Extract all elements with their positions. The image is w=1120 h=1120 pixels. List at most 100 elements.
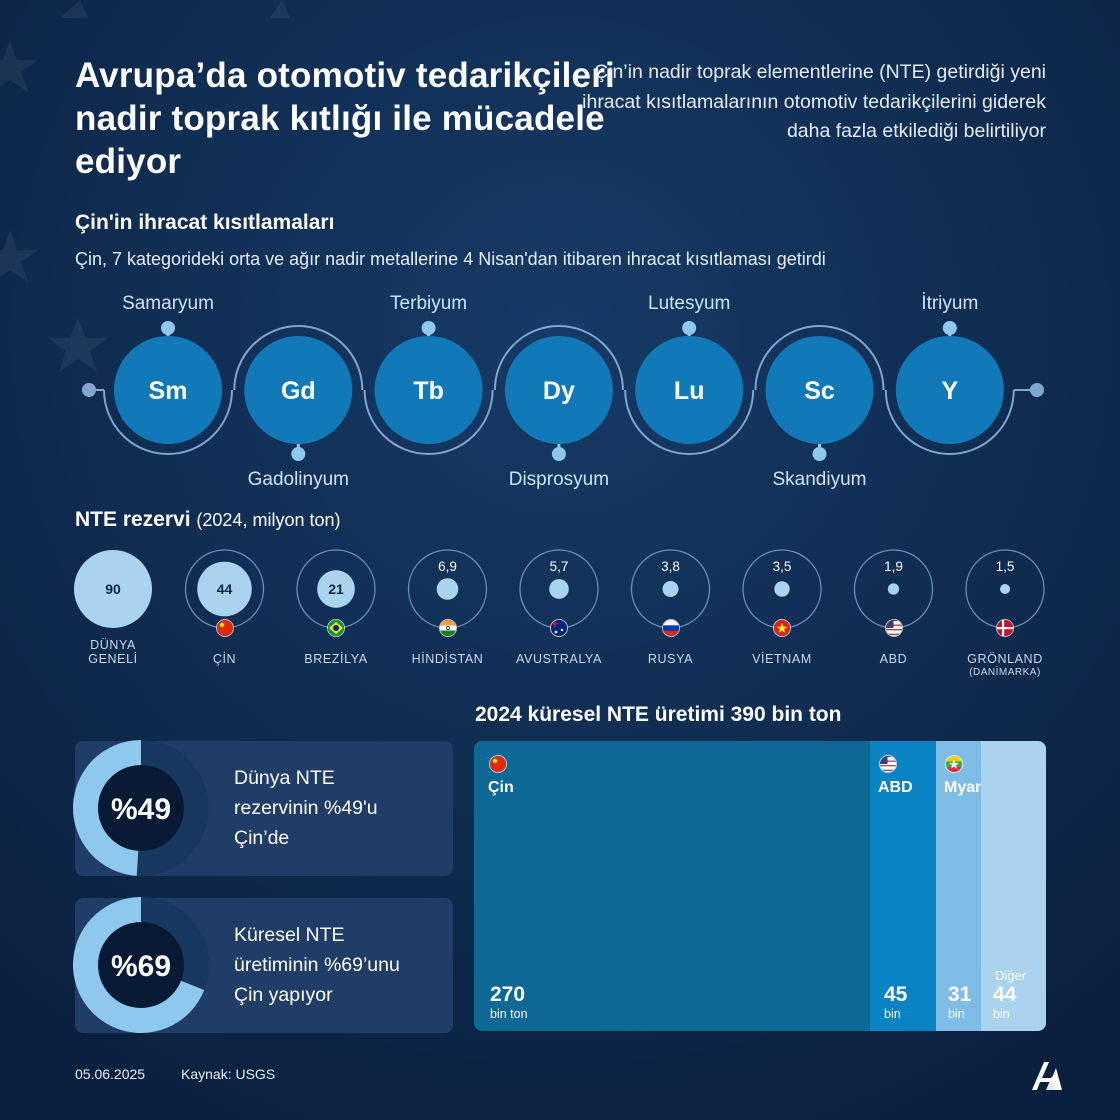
star-icon — [0, 230, 38, 282]
element-circle-y — [895, 336, 1004, 444]
pin-dot — [291, 447, 306, 461]
track-arc — [493, 325, 624, 391]
reserve-bubble — [436, 578, 459, 600]
russia-flag — [661, 619, 680, 637]
segment-name: Çin — [488, 779, 514, 796]
pin-dot — [551, 447, 566, 461]
china-flag — [489, 755, 507, 773]
element-name-dy: Disprosyum — [508, 469, 610, 490]
element-circle-tb — [374, 336, 483, 444]
element-symbol-gd: Gd — [281, 377, 316, 405]
segment-unit: bin ton — [490, 1007, 528, 1021]
reserves-heading-label: NTE rezervi — [75, 508, 191, 531]
element-name-lu: Lutesyum — [648, 293, 731, 314]
reserves-heading: NTE rezervi (2024, milyon ton) — [75, 508, 340, 532]
donut-hole — [98, 922, 184, 1008]
reserves-chart: 90 44 21 6,9 5,7 3,8 3,5 1,9 1,5 — [74, 549, 1045, 629]
vietnam-flag-icon — [774, 620, 790, 636]
reserve-value: 3,8 — [661, 559, 680, 574]
pin-dot — [682, 321, 697, 335]
production-chart-title: 2024 küresel NTE üretimi 390 bin ton — [475, 703, 842, 726]
reserve-bubble — [662, 580, 679, 598]
usa-flag — [879, 755, 897, 773]
pin-dot — [161, 321, 175, 335]
brazil-flag-icon — [328, 620, 344, 636]
reserve-label: GRÖNLAND — [967, 652, 1043, 666]
reserve-bubble — [317, 570, 355, 608]
india-flag — [438, 619, 457, 637]
russia-flag-icon — [662, 620, 679, 636]
star-icon — [0, 40, 38, 92]
denmark-flag — [996, 619, 1014, 637]
china-flag-icon — [490, 756, 506, 772]
donut-label: %69 — [111, 950, 171, 983]
track-arc — [624, 389, 755, 455]
stat-text-line: Çin yapıyor — [234, 984, 333, 1006]
stat-text-line: Çin’de — [234, 827, 290, 849]
aa-logo — [1028, 1058, 1066, 1092]
element-symbol-sc: Sc — [804, 377, 835, 405]
track-arc — [103, 389, 233, 455]
reserve-note: (DANİMARKA) — [969, 667, 1041, 678]
vietnam-flag — [773, 619, 791, 637]
element-circle-gd — [244, 336, 353, 444]
element-symbol-lu: Lu — [674, 377, 705, 405]
element-name-y: İtriyum — [921, 293, 979, 314]
production-segment-usa: ABD 45 bin — [870, 741, 936, 1031]
brazil-flag — [327, 619, 345, 637]
aa-logo-icon — [1032, 1062, 1062, 1090]
track-end-dot — [1030, 383, 1044, 397]
segment-value: 270 — [490, 983, 526, 1006]
restrictions-subheading: Çin, 7 kategorideki orta ve ağır nadir m… — [75, 249, 826, 269]
restricted-elements-diagram: Sm Gd Tb Dy Lu Sc Y — [82, 321, 1044, 461]
donut-label: %49 — [111, 793, 171, 826]
donut-hole — [98, 765, 184, 851]
segment-unit: bin — [993, 1007, 1010, 1021]
production-segment-other: Diğer 44 bin — [981, 741, 1046, 1031]
pin-dot — [812, 447, 827, 461]
stat-text-line: üretiminin %69’unu — [234, 954, 400, 976]
pin-dot — [421, 321, 436, 335]
track-end-dot — [82, 383, 96, 397]
page-title: Avrupa’da otomotiv tedarikçileri nadir t… — [75, 56, 615, 181]
stat-text-line: Dünya NTE — [234, 767, 335, 789]
india-flag-icon — [439, 620, 456, 636]
usa-flag-icon — [885, 620, 902, 636]
element-circle-dy — [504, 336, 613, 444]
australia-flag — [550, 619, 568, 637]
reserves-unit: (2024, milyon ton) — [196, 510, 341, 530]
star-icon — [270, 0, 290, 18]
element-symbol-sm: Sm — [149, 377, 188, 405]
element-name-tb: Terbiyum — [390, 293, 468, 314]
pin-dot — [942, 321, 957, 335]
star-icon — [60, 0, 88, 18]
track-arc — [884, 389, 1015, 455]
track-arc — [363, 389, 494, 455]
reserve-label: RUSYA — [647, 652, 694, 666]
china-flag-icon — [216, 620, 233, 636]
track-arc — [233, 325, 364, 391]
production-segment-china: Çin 270 bin ton — [474, 741, 870, 1031]
reserve-value: 3,5 — [773, 559, 792, 574]
segment-value: 45 — [884, 983, 908, 1006]
element-name-sc: Skandiyum — [772, 469, 867, 490]
myanmar-flag-icon — [946, 756, 962, 772]
reserve-label: VİETNAM — [752, 652, 812, 666]
denmark-flag-icon — [997, 620, 1013, 636]
reserve-bubble — [999, 583, 1011, 595]
restrictions-heading: Çin'in ihracat kısıtlamaları — [75, 211, 335, 234]
element-circle-lu — [635, 336, 744, 444]
footer-date: 05.06.2025 — [75, 1066, 146, 1082]
production-segment-myanmar: Myanmar 31 bin — [936, 741, 1014, 1031]
element-symbol-y: Y — [941, 377, 958, 405]
stat-text-line: Küresel NTE — [234, 924, 345, 946]
reserve-value: 90 — [105, 581, 121, 597]
page-subtitle: Çin’in nadir toprak elementlerine (NTE) … — [582, 61, 1046, 142]
reserve-bubble — [887, 583, 900, 595]
production-stacked-bar: Çin 270 bin ton ABD 45 bin Myanmar 31 bin Diğer 44… — [474, 741, 1046, 1031]
reserve-label: DÜNYA GENELİ — [88, 638, 138, 666]
element-symbol-tb: Tb — [413, 377, 444, 405]
segment-name: Diğer — [995, 968, 1027, 983]
usa-flag — [884, 619, 903, 637]
reserve-label: ABD — [879, 652, 908, 666]
